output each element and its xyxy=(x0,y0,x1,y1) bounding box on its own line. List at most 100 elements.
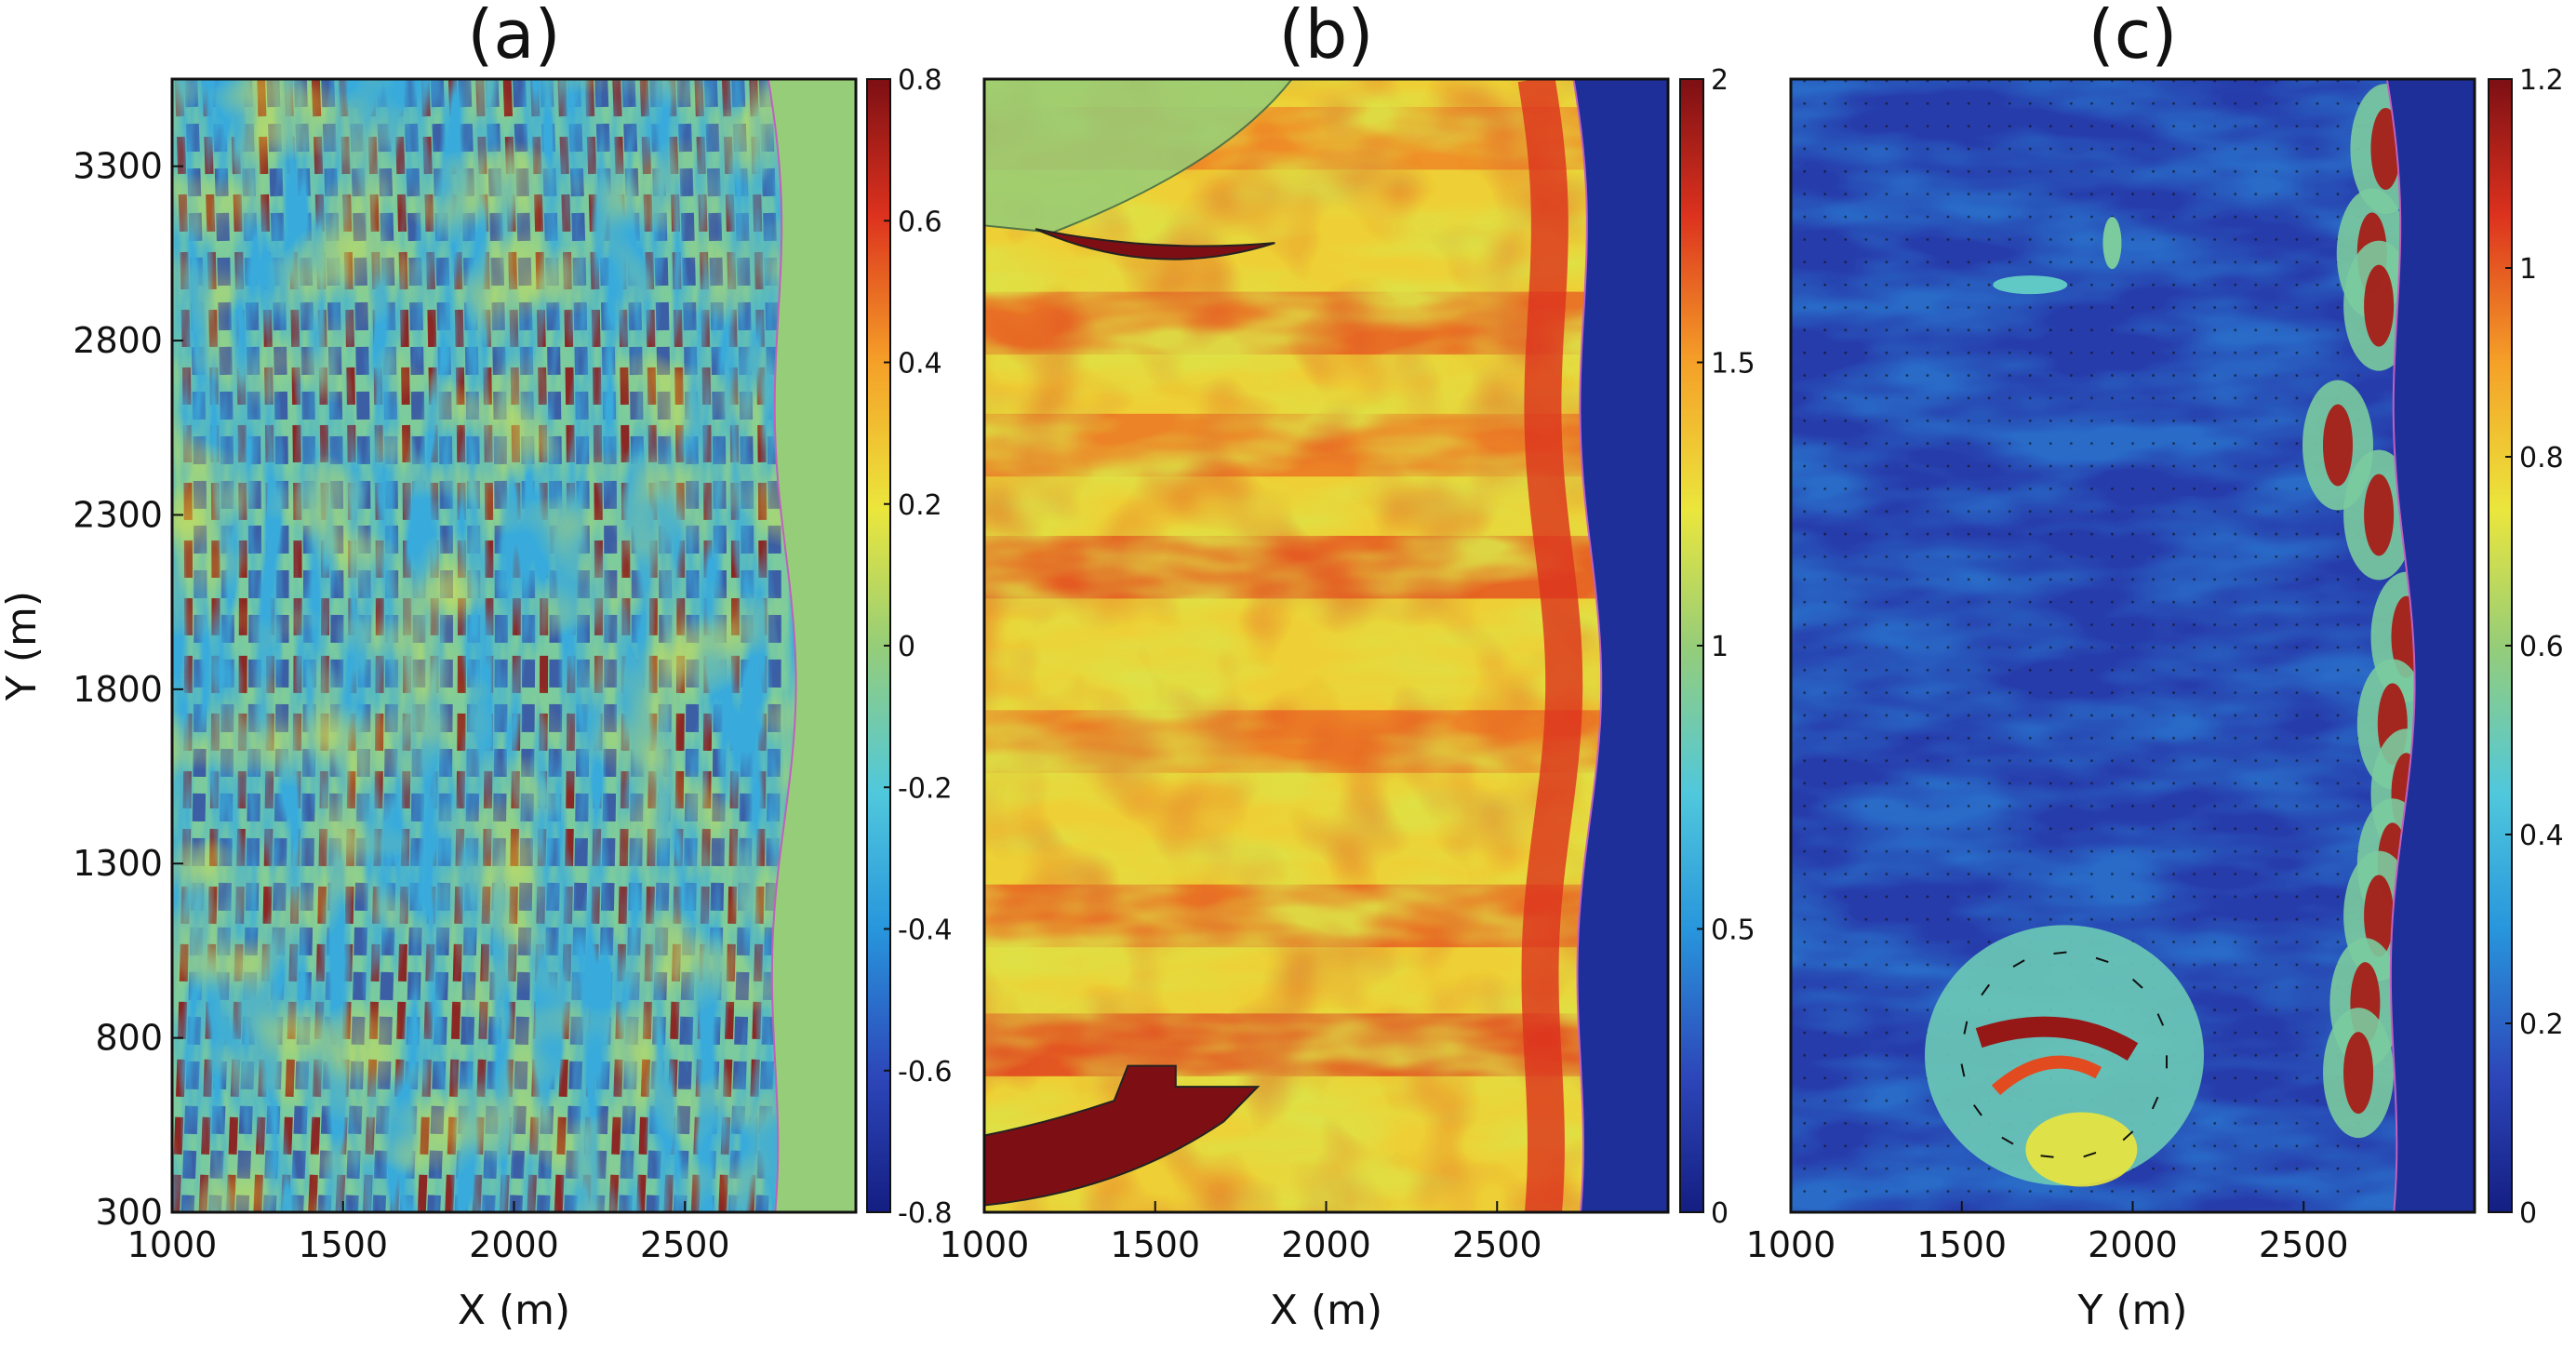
vector-dot xyxy=(1823,306,1827,309)
vector-dot xyxy=(2111,578,2114,581)
y-tick-label: 2300 xyxy=(73,494,163,535)
vector-dot xyxy=(2008,260,2011,264)
vector-dot xyxy=(2152,1190,2155,1193)
vector-dot xyxy=(2275,1122,2278,1125)
vector-dot xyxy=(2234,193,2237,196)
vector-dot xyxy=(1844,714,1848,717)
vector-dot xyxy=(2193,193,2196,196)
vector-dot xyxy=(2275,895,2278,899)
vector-dot xyxy=(1844,510,1848,514)
vector-dot xyxy=(1905,917,1909,921)
vector-dot xyxy=(2152,169,2155,173)
vector-dot xyxy=(2295,600,2299,604)
vector-dot xyxy=(1987,125,1991,127)
vector-dot xyxy=(2152,895,2155,899)
vector-dot xyxy=(2111,600,2114,604)
vector-dot xyxy=(2152,600,2155,604)
vector-dot xyxy=(1823,941,1827,943)
vector-dot xyxy=(1823,442,1827,446)
vector-dot xyxy=(2152,736,2155,740)
vector-dot xyxy=(2172,283,2176,287)
vector-dot xyxy=(1905,374,1909,377)
vector-dot xyxy=(1946,283,1950,287)
vector-dot xyxy=(1926,1167,1929,1170)
vector-dot xyxy=(2152,646,2155,649)
vector-dot xyxy=(1987,714,1991,717)
vector-dot xyxy=(2336,1167,2340,1170)
vector-dot xyxy=(2254,1144,2258,1148)
vector-dot xyxy=(1885,804,1889,808)
vector-dot xyxy=(1885,419,1889,422)
vector-dot xyxy=(2295,1190,2299,1193)
vector-dot xyxy=(2213,283,2217,287)
vector-dot xyxy=(2049,759,2052,763)
vector-dot xyxy=(2111,555,2114,558)
vector-dot xyxy=(2152,419,2155,422)
vector-dot xyxy=(2213,600,2217,604)
vector-dot xyxy=(2049,419,2052,422)
vector-dot xyxy=(2152,849,2155,853)
vector-dot xyxy=(2069,442,2073,446)
vector-dot xyxy=(1844,351,1848,354)
vector-dot xyxy=(1926,917,1929,921)
vector-dot xyxy=(2295,487,2299,490)
vector-dot xyxy=(2193,260,2196,264)
vector-dot xyxy=(1987,917,1991,921)
vector-dot xyxy=(2090,442,2093,446)
colorbar-tick-label: -0.6 xyxy=(898,1056,953,1089)
vector-dot xyxy=(2111,510,2114,514)
vector-dot xyxy=(1864,419,1868,422)
vector-dot xyxy=(2234,1099,2237,1102)
y-tick-label: 1300 xyxy=(73,843,163,884)
vector-dot xyxy=(2008,804,2011,808)
vector-dot xyxy=(2152,464,2155,468)
eddy-lobe xyxy=(2025,1112,2138,1187)
vector-dot xyxy=(1926,600,1929,604)
vector-dot xyxy=(2028,101,2032,105)
vector-dot xyxy=(2111,169,2114,173)
colorbar-tick-label: -0.2 xyxy=(898,772,953,805)
vector-dot xyxy=(1905,419,1909,422)
vector-dot xyxy=(2275,283,2278,287)
vector-dot xyxy=(2275,963,2278,967)
vector-dot xyxy=(1967,804,1970,808)
vector-dot xyxy=(2069,419,2073,422)
vector-dot xyxy=(1885,464,1889,468)
vector-dot xyxy=(1864,714,1868,717)
vector-dot xyxy=(2028,306,2032,309)
vector-dot xyxy=(2316,736,2319,740)
vector-dot xyxy=(1844,578,1848,581)
vector-dot xyxy=(1946,193,1950,196)
vector-dot xyxy=(2028,781,2032,785)
vector-dot xyxy=(2193,396,2196,400)
vector-dot xyxy=(1967,646,1970,649)
vector-dot xyxy=(2295,759,2299,763)
vector-dot xyxy=(1864,237,1868,241)
vector-dot xyxy=(1967,623,1970,626)
vector-dot xyxy=(1946,895,1950,899)
vector-dot xyxy=(1905,260,1909,264)
vector-dot xyxy=(1885,714,1889,717)
vector-dot xyxy=(1905,1031,1909,1035)
vector-dot xyxy=(2028,600,2032,604)
colorbar-tick-label: 0.4 xyxy=(898,348,942,381)
vector-dot xyxy=(1926,1190,1929,1193)
vector-dot xyxy=(2049,374,2052,377)
vector-dot xyxy=(2069,374,2073,377)
colorbar-tick-label: 1 xyxy=(2519,253,2537,286)
y-tick-label: 1800 xyxy=(73,669,163,710)
vector-dot xyxy=(2152,1167,2155,1170)
vector-dot xyxy=(1967,873,1970,875)
vector-dot xyxy=(1946,487,1950,490)
vector-dot xyxy=(1823,873,1827,875)
vector-dot xyxy=(2336,147,2340,151)
vector-dot xyxy=(2316,691,2319,694)
vector-dot xyxy=(2008,169,2011,173)
vector-dot xyxy=(2275,985,2278,989)
vector-dot xyxy=(2275,419,2278,422)
vector-dot xyxy=(1946,691,1950,694)
vector-dot xyxy=(1885,668,1889,672)
vector-dot xyxy=(2131,306,2134,309)
vector-dot xyxy=(1926,781,1929,785)
vector-dot xyxy=(1987,464,1991,468)
